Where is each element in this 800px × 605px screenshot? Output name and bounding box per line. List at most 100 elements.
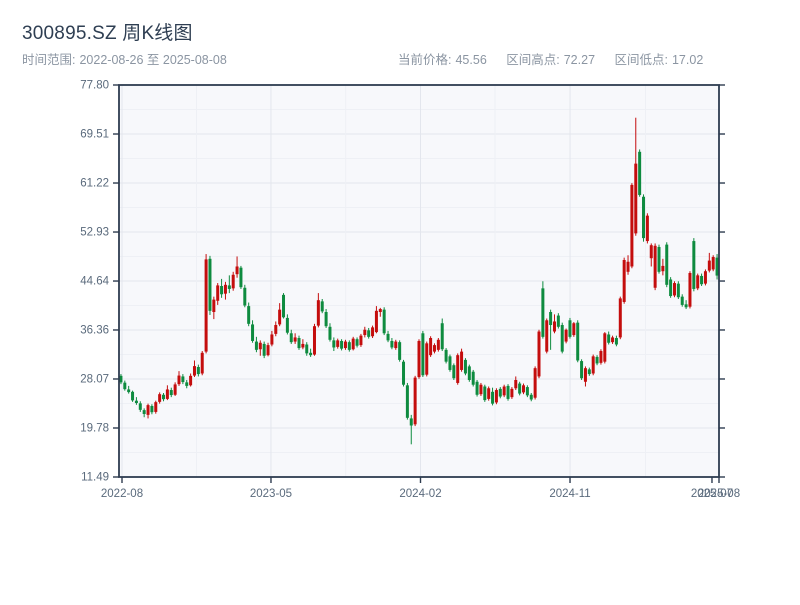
candle-body (390, 340, 394, 348)
candle-body (274, 325, 278, 334)
x-tick-label: 2025-08 (698, 488, 740, 500)
candle-body (293, 337, 297, 342)
candle-body (351, 338, 355, 350)
candle-body (545, 320, 549, 352)
candle-body (522, 385, 526, 393)
candle-body (510, 388, 514, 398)
candle-body (192, 366, 196, 376)
candle-body (398, 342, 402, 360)
candle-body (371, 327, 375, 337)
candle-body (402, 361, 406, 385)
candle-body (599, 351, 603, 363)
candle-body (297, 338, 301, 349)
candle-body (223, 284, 227, 294)
candle-body (715, 257, 719, 276)
date-range-label: 时间范围: (22, 53, 76, 67)
candle-body (382, 309, 386, 334)
candle-body (529, 394, 533, 400)
candle-body (479, 384, 483, 395)
candle-body (440, 323, 444, 350)
candle-body (645, 215, 649, 242)
page-title: 300895.SZ 周K线图 (22, 23, 193, 44)
date-range-value: 2022-08-26 至 2025-08-08 (79, 53, 227, 67)
candle-body (460, 351, 464, 370)
candle-body (672, 283, 676, 296)
candle-body (649, 245, 653, 259)
y-tick-label: 61.22 (80, 178, 109, 190)
x-tick-label: 2024-11 (549, 488, 590, 500)
candle-body (328, 326, 332, 340)
candle-body (556, 315, 560, 327)
candle-body (347, 342, 351, 350)
candle-body (452, 365, 456, 379)
candle-body (537, 331, 541, 377)
range-low-label: 区间低点: (614, 53, 668, 67)
price-summary: 当前价格: 45.56 区间高点: 72.27 区间低点: 17.02 (398, 49, 719, 68)
candle-body (208, 258, 212, 311)
candle-body (614, 338, 618, 345)
candle-body (154, 402, 158, 412)
candle-body (405, 385, 409, 418)
candle-body (626, 261, 630, 272)
candle-body (487, 388, 491, 399)
candle-body (630, 184, 634, 267)
candle-body (340, 340, 344, 349)
candle-body (355, 339, 359, 346)
candle-body (394, 341, 398, 349)
candle-body (142, 410, 146, 414)
candle-body (483, 386, 487, 401)
candle-body (235, 266, 239, 275)
y-tick-label: 28.07 (80, 373, 109, 385)
candle-body (429, 338, 433, 356)
candle-body (506, 385, 510, 399)
y-tick-label: 52.93 (80, 227, 109, 239)
candle-body (456, 355, 460, 383)
candle-body (324, 312, 328, 327)
candle-body (332, 340, 336, 348)
candle-body (165, 389, 169, 399)
candle-body (676, 283, 680, 298)
candle-body (278, 309, 282, 325)
candle-body (525, 387, 529, 396)
candle-body (316, 300, 320, 326)
candle-body (444, 349, 448, 362)
candle-body (502, 386, 506, 396)
candle-body (413, 377, 417, 425)
candle-body (657, 246, 661, 272)
candle-body (127, 389, 131, 393)
x-tick-label: 2025-07 (691, 488, 733, 500)
candle-body (549, 312, 553, 326)
candle-body (564, 329, 568, 342)
candle-body (703, 271, 707, 284)
candle-body (189, 375, 193, 386)
candle-body (680, 296, 684, 305)
candle-body (336, 340, 340, 347)
candle-body (580, 361, 584, 379)
candle-body (432, 345, 436, 352)
candle-body (669, 279, 673, 297)
candle-body (436, 339, 440, 350)
candle-body (421, 333, 425, 376)
candle-body (409, 418, 413, 426)
candle-body (258, 342, 262, 350)
candle-body (367, 330, 371, 337)
candle-body (289, 333, 293, 343)
candle-body (301, 343, 305, 348)
candle-body (471, 371, 475, 385)
current-price-label: 当前价格: (398, 53, 452, 67)
x-tick-label: 2023-05 (250, 488, 292, 500)
candle-body (158, 394, 162, 402)
candle-body (688, 272, 692, 307)
candle-body (491, 391, 495, 404)
candle-body (568, 320, 572, 337)
y-tick-label: 36.36 (80, 324, 109, 336)
candle-body (560, 325, 564, 352)
candle-body (541, 288, 545, 337)
date-range: 时间范围: 2022-08-26 至 2025-08-08 (22, 49, 227, 68)
candle-body (254, 341, 258, 350)
candle-body (661, 265, 665, 272)
range-high-value: 72.27 (563, 53, 596, 67)
candle-body (243, 287, 247, 306)
candle-body (320, 301, 324, 312)
